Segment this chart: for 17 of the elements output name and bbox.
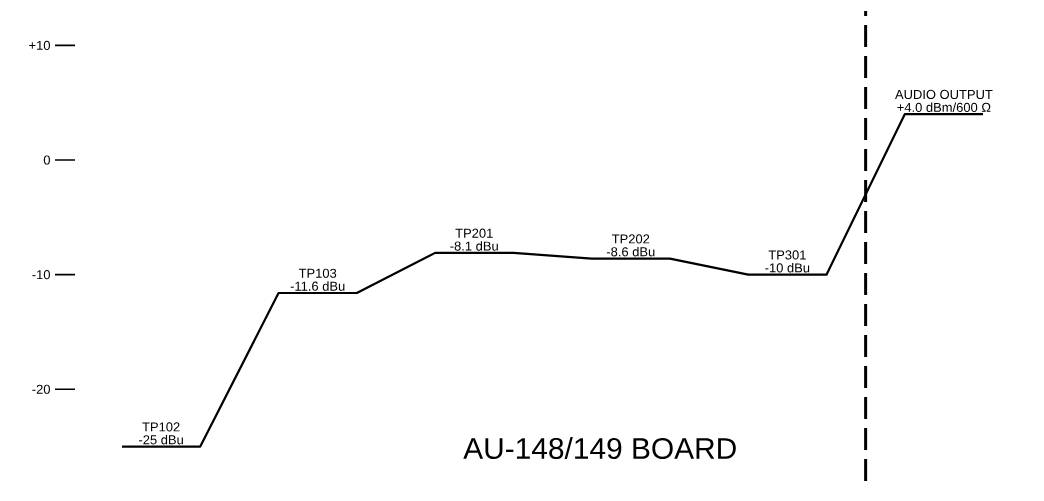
annotation: TP202 [612,234,650,244]
annotation: AUDIO OUTPUT [895,89,993,100]
y-tick-label: -20 [32,384,50,394]
annotation: AU-148/149 BOARD [463,437,736,460]
annotation: TP301 [768,250,806,260]
data-label: -8.1 dBu [450,241,498,251]
annotation: TP201 [455,228,493,238]
y-tick-label: +10 [29,40,50,50]
y-tick-label: 0 [43,155,50,165]
data-label: +4.0 dBm/600 Ω [897,102,991,112]
annotation: TP103 [298,268,337,278]
annotation: TP102 [142,422,180,432]
data-label: -8.6 dBu [606,246,655,257]
data-label: -10 dBu [765,262,810,273]
y-tick-label: -10 [32,270,50,280]
data-label: -25 dBu [139,434,183,445]
data-label: -11.6 dBu [290,281,345,291]
